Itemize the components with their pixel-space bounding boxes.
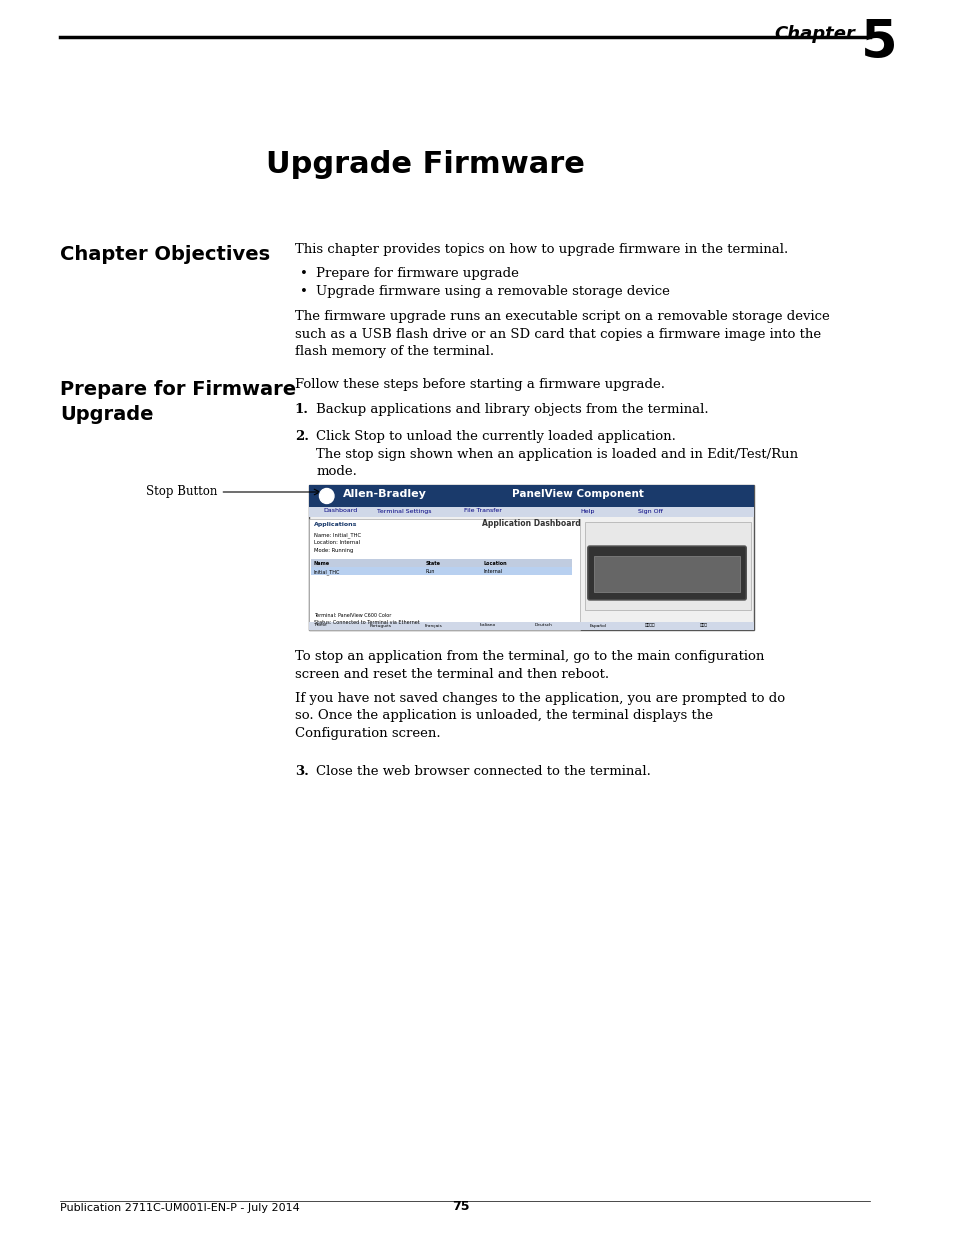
Text: To stop an application from the terminal, go to the main configuration: To stop an application from the terminal… — [294, 650, 763, 663]
Text: Deutsch: Deutsch — [534, 624, 552, 627]
Text: Chapter Objectives: Chapter Objectives — [60, 245, 270, 264]
Text: Run: Run — [425, 569, 435, 574]
Text: Name: Initial_THC: Name: Initial_THC — [314, 532, 361, 537]
Text: 5: 5 — [861, 17, 897, 69]
Text: Backup applications and library objects from the terminal.: Backup applications and library objects … — [315, 403, 708, 416]
Text: If you have not saved changes to the application, you are prompted to do: If you have not saved changes to the app… — [294, 692, 784, 705]
Text: Stop Button: Stop Button — [146, 485, 217, 499]
Text: Follow these steps before starting a firmware upgrade.: Follow these steps before starting a fir… — [294, 378, 664, 391]
Circle shape — [319, 489, 334, 504]
Text: so. Once the application is unloaded, the terminal displays the: so. Once the application is unloaded, th… — [294, 709, 712, 722]
Text: 1.: 1. — [294, 403, 309, 416]
Text: Configuration screen.: Configuration screen. — [294, 727, 440, 740]
Text: Português: Português — [369, 624, 391, 627]
Text: Prepare for Firmware: Prepare for Firmware — [60, 380, 295, 399]
Text: Terminal: PanelView C600 Color: Terminal: PanelView C600 Color — [314, 613, 391, 618]
Text: Initial_THC: Initial_THC — [313, 569, 339, 574]
FancyBboxPatch shape — [309, 622, 753, 630]
FancyBboxPatch shape — [309, 485, 753, 630]
FancyBboxPatch shape — [309, 508, 753, 517]
Text: Français: Français — [424, 624, 441, 627]
Text: Terminal Settings: Terminal Settings — [376, 509, 431, 514]
FancyBboxPatch shape — [311, 559, 572, 567]
Text: such as a USB flash drive or an SD card that copies a firmware image into the: such as a USB flash drive or an SD card … — [294, 327, 821, 341]
Text: Upgrade: Upgrade — [60, 405, 153, 424]
Text: Upgrade firmware using a removable storage device: Upgrade firmware using a removable stora… — [315, 285, 669, 298]
Text: 75: 75 — [452, 1200, 470, 1213]
Text: Help: Help — [579, 509, 594, 514]
Text: Click Stop to unload the currently loaded application.: Click Stop to unload the currently loade… — [315, 430, 676, 443]
Text: Sign Off: Sign Off — [638, 509, 662, 514]
Text: Español: Español — [589, 624, 606, 627]
Text: Upgrade Firmware: Upgrade Firmware — [266, 149, 584, 179]
FancyBboxPatch shape — [311, 567, 572, 576]
Text: 3.: 3. — [294, 764, 309, 778]
Text: PanelView Component: PanelView Component — [512, 489, 643, 499]
Circle shape — [318, 488, 335, 505]
Text: Publication 2711C-UM001I-EN-P - July 2014: Publication 2711C-UM001I-EN-P - July 201… — [60, 1203, 299, 1213]
Text: 繁體中文: 繁體中文 — [644, 624, 655, 627]
Text: Location: Location — [483, 561, 506, 566]
Text: •: • — [299, 267, 307, 280]
Text: Status: Connected to Terminal via Ethernet: Status: Connected to Terminal via Ethern… — [314, 620, 419, 625]
FancyBboxPatch shape — [587, 546, 745, 600]
Text: Home: Home — [314, 624, 327, 627]
Text: Application Dashboard: Application Dashboard — [482, 519, 580, 529]
Text: Chapter: Chapter — [774, 25, 855, 43]
FancyBboxPatch shape — [309, 519, 579, 630]
FancyBboxPatch shape — [309, 485, 753, 508]
FancyBboxPatch shape — [584, 522, 750, 610]
FancyBboxPatch shape — [593, 556, 740, 592]
Text: •: • — [299, 285, 307, 298]
Text: Prepare for firmware upgrade: Prepare for firmware upgrade — [315, 267, 518, 280]
Text: flash memory of the terminal.: flash memory of the terminal. — [294, 345, 494, 358]
Text: This chapter provides topics on how to upgrade firmware in the terminal.: This chapter provides topics on how to u… — [294, 243, 787, 256]
Text: Applications: Applications — [314, 522, 357, 527]
Text: State: State — [425, 561, 440, 566]
Text: Internal: Internal — [483, 569, 502, 574]
Text: AB: AB — [321, 489, 332, 495]
Text: Mode: Running: Mode: Running — [314, 548, 354, 553]
Text: mode.: mode. — [315, 466, 356, 478]
Text: Name: Name — [313, 561, 329, 566]
Text: 2.: 2. — [294, 430, 309, 443]
Text: Allen-Bradley: Allen-Bradley — [343, 489, 427, 499]
Text: 한국어: 한국어 — [700, 624, 707, 627]
Text: Close the web browser connected to the terminal.: Close the web browser connected to the t… — [315, 764, 650, 778]
Text: The stop sign shown when an application is loaded and in Edit/Test/Run: The stop sign shown when an application … — [315, 448, 798, 461]
Text: Italiano: Italiano — [479, 624, 496, 627]
Text: File Transfer: File Transfer — [463, 509, 501, 514]
Text: The firmware upgrade runs an executable script on a removable storage device: The firmware upgrade runs an executable … — [294, 310, 829, 324]
Text: Dashboard: Dashboard — [323, 509, 357, 514]
Text: Location: Internal: Location: Internal — [314, 540, 360, 545]
Text: screen and reset the terminal and then reboot.: screen and reset the terminal and then r… — [294, 667, 608, 680]
